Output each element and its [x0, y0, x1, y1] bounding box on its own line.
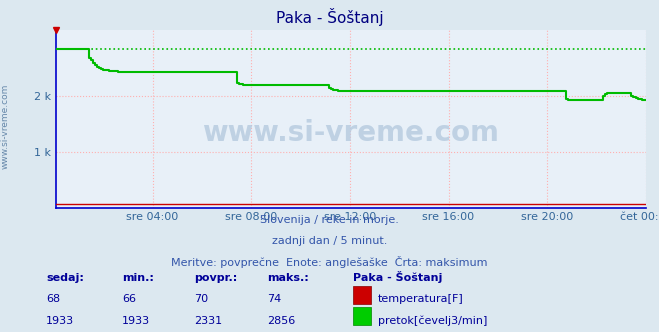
Text: 70: 70 [194, 294, 208, 304]
Text: 1933: 1933 [122, 316, 150, 326]
Text: povpr.:: povpr.: [194, 273, 238, 283]
Text: Slovenija / reke in morje.: Slovenija / reke in morje. [260, 215, 399, 225]
Text: 68: 68 [46, 294, 60, 304]
Text: maks.:: maks.: [267, 273, 308, 283]
Text: www.si-vreme.com: www.si-vreme.com [202, 119, 500, 147]
Text: sedaj:: sedaj: [46, 273, 84, 283]
Text: 66: 66 [122, 294, 136, 304]
Text: 74: 74 [267, 294, 281, 304]
Text: 1933: 1933 [46, 316, 74, 326]
Text: 2856: 2856 [267, 316, 295, 326]
Text: Paka - Šoštanj: Paka - Šoštanj [353, 271, 442, 283]
Text: min.:: min.: [122, 273, 154, 283]
Text: pretok[čevelj3/min]: pretok[čevelj3/min] [378, 315, 487, 326]
Text: Paka - Šoštanj: Paka - Šoštanj [275, 8, 384, 26]
Text: Meritve: povprečne  Enote: anglešaške  Črta: maksimum: Meritve: povprečne Enote: anglešaške Črt… [171, 256, 488, 268]
Text: zadnji dan / 5 minut.: zadnji dan / 5 minut. [272, 236, 387, 246]
Text: temperatura[F]: temperatura[F] [378, 294, 463, 304]
Text: 2331: 2331 [194, 316, 223, 326]
Text: www.si-vreme.com: www.si-vreme.com [1, 83, 10, 169]
